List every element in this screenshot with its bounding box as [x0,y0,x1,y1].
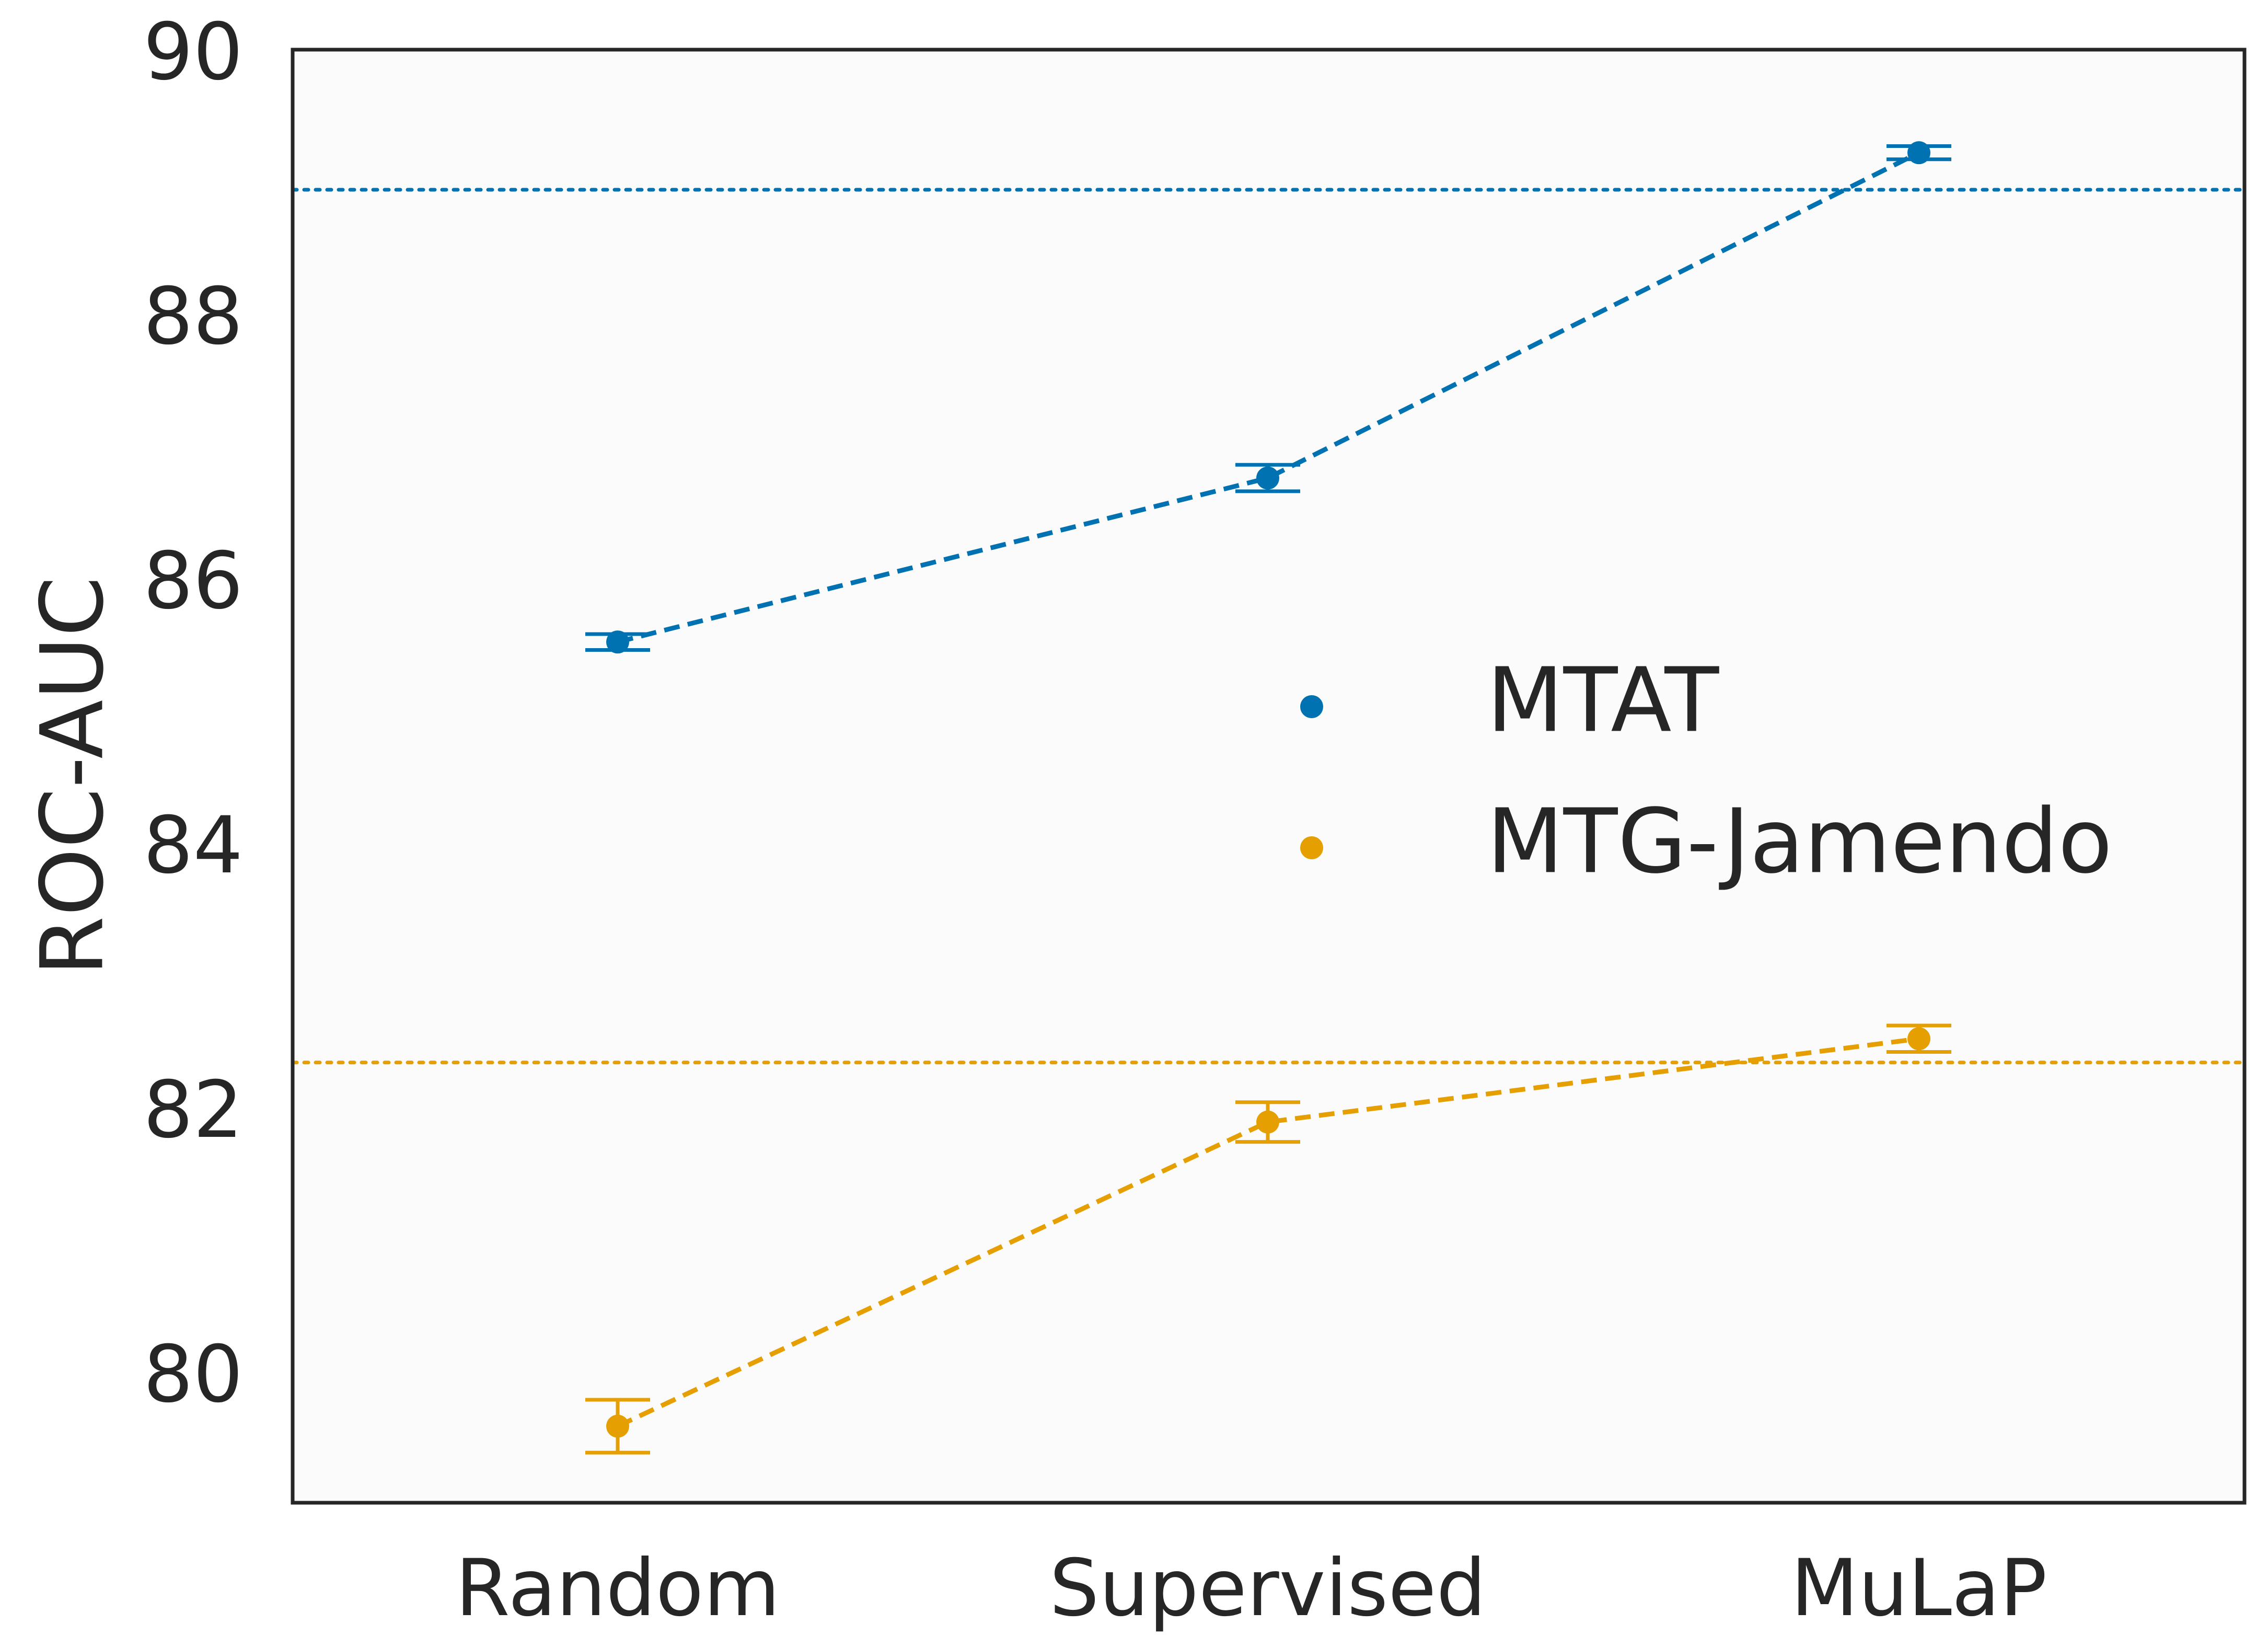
data-point [606,630,629,654]
y-tick-label: 80 [143,1329,243,1420]
series-line [617,151,1920,644]
y-tick-label: 82 [143,1065,243,1156]
legend: MTAT MTG-Jamendo [1300,649,2112,893]
plot-background [293,50,2244,1503]
y-axis-title: ROC-AUC [22,577,122,976]
legend-label: MTAT [1487,649,1719,752]
y-tick-label: 88 [143,271,243,362]
x-tick-label: MuLaP [1791,1543,2047,1634]
legend-marker [1300,695,1323,718]
data-point [1256,1110,1279,1134]
series-layer [585,141,1951,1455]
x-tick-label: Random [455,1543,780,1634]
y-axis: 80 82 84 86 88 90 [143,7,243,1420]
y-tick-label: 90 [143,7,243,98]
data-point [1907,141,1930,165]
data-point [606,1414,629,1438]
data-point [1256,466,1279,490]
x-axis: Random Supervised MuLaP [455,1543,2047,1634]
series-line [617,1036,1919,1429]
y-tick-label: 84 [143,800,243,891]
reference-lines [291,188,2247,1065]
data-point [1907,1027,1930,1051]
plot-frame [291,48,2247,1505]
legend-label: MTG-Jamendo [1487,790,2112,893]
x-tick-label: Supervised [1049,1543,1486,1634]
legend-marker [1300,836,1323,859]
y-tick-label: 86 [143,536,243,627]
